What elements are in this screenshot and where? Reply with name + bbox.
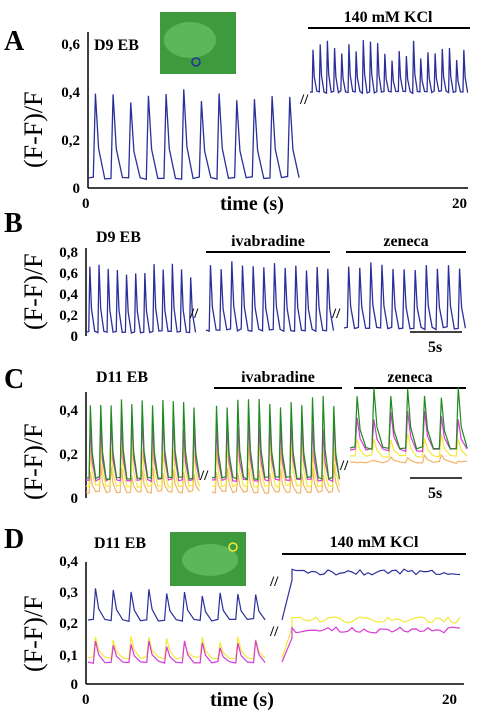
panel-c-trace-orange-0	[85, 465, 200, 495]
panel-d-trace-blue-control	[87, 588, 266, 623]
panel-a-xtick-0: 0	[82, 196, 90, 212]
panel-d-ytick-1: 0,1	[59, 648, 78, 664]
panel-b: B 0 0,2 0,4 0,6 0,8 D9 EB ivabradine zen…	[4, 208, 467, 356]
panel-c-trace-yellow-2	[349, 433, 468, 458]
panel-a-ytick-0: 0	[73, 181, 81, 197]
panel-b-trace-control	[85, 263, 197, 334]
panel-d: D (F-F)/F 0 0,1 0,2 0,3 0,4 D11 EB 140 m…	[4, 524, 466, 711]
panel-a-ytick-2: 0,4	[61, 85, 80, 101]
panel-a-xlabel: time (s)	[220, 193, 284, 215]
panel-a-xtick-20: 20	[452, 196, 467, 212]
panel-d-xtick-20: 20	[442, 692, 457, 708]
panel-b-break-2: //	[331, 306, 341, 322]
panel-d-break-1: //	[269, 574, 279, 590]
panel-c-break-2: //	[339, 458, 349, 474]
panel-d-eb: D11 EB	[94, 535, 146, 552]
panel-b-ytick-0: 0	[71, 329, 79, 345]
panel-b-eb: D9 EB	[96, 229, 141, 246]
panel-c-trace-orange-1	[211, 464, 341, 494]
panel-c-break-1: //	[199, 468, 209, 484]
panel-d-kcl-label: 140 mM KCl	[330, 534, 419, 551]
panel-c-zen-label: zeneca	[387, 369, 432, 386]
panel-d-ylabel: (F-F)/F	[19, 595, 48, 672]
panel-d-ytick-3: 0,3	[59, 585, 78, 601]
panel-c-scale-label: 5s	[428, 485, 442, 502]
panel-d-trace-magenta-control	[87, 640, 266, 665]
panel-a-inset-roi	[191, 57, 201, 67]
panel-a-inset-cell	[164, 22, 216, 58]
panel-b-trace-ivabradine	[205, 261, 335, 333]
panel-b-trace-zeneca	[343, 262, 467, 331]
panel-d-ytick-4: 0,4	[59, 554, 78, 570]
panel-d-label: D	[4, 524, 24, 555]
panel-c-ytick-0: 0	[71, 491, 79, 507]
panel-c-traces	[85, 387, 468, 495]
panel-d-xtick-0: 0	[82, 692, 90, 708]
panel-c-ylabel: (F-F)/F	[19, 423, 48, 500]
panel-d-trace-yellow-kcl	[281, 616, 461, 659]
panel-a-trace-control	[87, 89, 300, 181]
panel-d-xlabel: time (s)	[210, 689, 274, 711]
panel-a-ytick-3: 0,6	[61, 37, 80, 53]
panel-d-trace-blue-kcl	[281, 568, 461, 621]
panel-c-trace-green-1	[211, 396, 341, 481]
panel-b-zen-label: zeneca	[383, 233, 428, 250]
panel-b-scale-label: 5s	[428, 339, 442, 356]
panel-c-eb: D11 EB	[96, 369, 148, 386]
panel-a-eb: D9 EB	[94, 37, 139, 54]
panel-d-inset-cell	[182, 544, 238, 576]
panel-b-ytick-1: 0,2	[59, 308, 78, 324]
panel-b-ylabel: (F-F)/F	[19, 253, 48, 330]
panel-d-inset-roi	[228, 542, 238, 552]
panel-c-trace-green-0	[85, 399, 201, 480]
panel-c: C (F-F)/F 0 0,2 0,4 D11 EB ivabradine ze…	[4, 364, 468, 507]
panel-a: A (F-F)/F 0 0,2 0,4 0,6 D9 EB 140 mM KCl…	[4, 9, 470, 215]
panel-c-trace-orange-2	[349, 453, 468, 465]
panel-d-trace-magenta-kcl	[281, 626, 461, 663]
panel-a-label: A	[4, 26, 25, 57]
panel-d-ytick-0: 0	[71, 677, 79, 693]
panel-c-ytick-1: 0,2	[59, 447, 78, 463]
panel-b-label: B	[4, 208, 23, 239]
panel-b-break-1: //	[189, 306, 199, 322]
panel-c-trace-green-2	[349, 387, 468, 451]
panel-c-trace-yellow-0	[85, 443, 201, 488]
panel-b-ytick-3: 0,6	[59, 266, 78, 282]
panel-c-iva-label: ivabradine	[241, 369, 315, 386]
panel-a-ytick-1: 0,2	[61, 133, 80, 149]
panel-a-kcl-label: 140 mM KCl	[344, 9, 433, 26]
panel-d-ytick-2: 0,2	[59, 616, 78, 632]
panel-a-break: //	[299, 92, 309, 108]
panel-d-traces	[87, 568, 461, 665]
panel-d-break-2: //	[269, 624, 279, 640]
panel-c-ytick-2: 0,4	[59, 403, 78, 419]
panel-a-ylabel: (F-F)/F	[19, 91, 48, 168]
panel-b-iva-label: ivabradine	[231, 233, 305, 250]
panel-b-ytick-2: 0,4	[59, 287, 78, 303]
panel-c-trace-yellow-1	[211, 440, 341, 489]
panel-a-trace-kcl	[309, 40, 469, 95]
panel-c-label: C	[4, 364, 24, 395]
panel-c-trace-magenta-1	[211, 420, 341, 483]
panel-b-ytick-4: 0,8	[59, 245, 78, 261]
